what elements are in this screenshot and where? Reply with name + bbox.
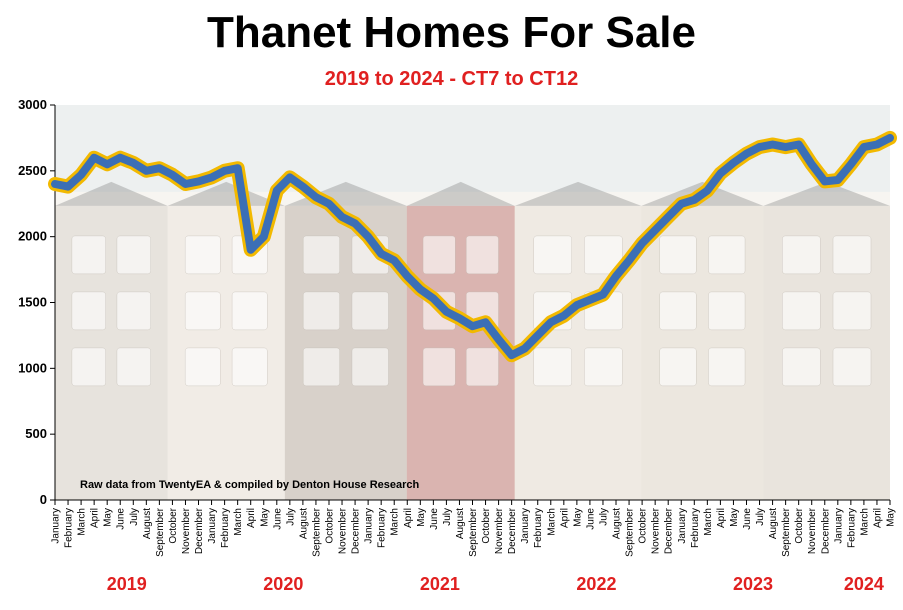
year-label: 2022 [576, 574, 616, 594]
x-tick-label: February [690, 508, 701, 548]
x-tick-label: September [781, 507, 792, 557]
footnote: Raw data from TwentyEA & compiled by Den… [80, 479, 420, 491]
x-tick-label: July [285, 508, 296, 526]
x-tick-label: June [272, 508, 283, 530]
x-tick-label: February [846, 508, 857, 548]
x-tick-label: July [598, 508, 609, 526]
x-tick-label: December [820, 507, 831, 554]
x-tick-label: April [559, 508, 570, 528]
x-tick-label: March [859, 508, 870, 536]
x-tick-label: October [794, 507, 805, 543]
x-tick-label: April [872, 508, 883, 528]
x-tick-label: November [181, 507, 192, 554]
x-tick-label: October [168, 507, 179, 543]
y-tick-label: 1500 [18, 295, 47, 310]
year-label: 2021 [420, 574, 460, 594]
x-tick-label: November [338, 507, 349, 554]
x-tick-label: March [233, 508, 244, 536]
y-tick-label: 2000 [18, 229, 47, 244]
x-tick-label: June [429, 508, 440, 530]
year-label: 2019 [107, 574, 147, 594]
x-tick-label: October [324, 507, 335, 543]
x-tick-label: May [886, 508, 897, 527]
x-tick-label: November [807, 507, 818, 554]
x-tick-label: July [129, 508, 140, 526]
x-tick-label: February [533, 508, 544, 548]
x-tick-label: February [220, 508, 231, 548]
y-tick-label: 2500 [18, 163, 47, 178]
x-tick-label: April [90, 508, 101, 528]
x-tick-label: August [455, 508, 466, 539]
x-tick-label: October [481, 507, 492, 543]
x-tick-label: February [64, 508, 75, 548]
y-ticks: 0 500 1000 1500 2000 2500 3000 [18, 97, 55, 507]
x-tick-label: September [311, 507, 322, 557]
x-tick-label: June [116, 508, 127, 530]
year-label: 2020 [263, 574, 303, 594]
x-tick-label: June [585, 508, 596, 530]
x-tick-label: August [612, 508, 623, 539]
x-tick-label: May [416, 508, 427, 527]
x-tick-label: September [625, 507, 636, 557]
x-tick-label: May [259, 508, 270, 527]
x-tick-label: March [390, 508, 401, 536]
y-tick-label: 1000 [18, 360, 47, 375]
x-tick-label: September [155, 507, 166, 557]
x-tick-label: May [729, 508, 740, 527]
x-tick-label: January [520, 508, 531, 544]
x-tick-label: November [494, 507, 505, 554]
x-tick-label: March [77, 508, 88, 536]
x-ticks: JanuaryFebruaryMarchAprilMayJuneJulyAugu… [51, 500, 897, 557]
x-tick-label: March [546, 508, 557, 536]
year-label: 2023 [733, 574, 773, 594]
x-tick-label: August [142, 508, 153, 539]
y-tick-label: 500 [25, 426, 47, 441]
x-tick-label: March [703, 508, 714, 536]
x-tick-label: July [442, 508, 453, 526]
x-tick-label: December [351, 507, 362, 554]
x-tick-label: May [572, 508, 583, 527]
x-tick-label: December [194, 507, 205, 554]
x-tick-label: January [51, 508, 62, 544]
x-tick-label: January [833, 508, 844, 544]
year-label: 2024 [844, 574, 884, 594]
x-tick-label: April [716, 508, 727, 528]
x-tick-label: May [103, 508, 114, 527]
x-tick-label: September [468, 507, 479, 557]
x-tick-label: November [651, 507, 662, 554]
year-labels: 2019 2020 2021 2022 2023 2024 [107, 574, 884, 594]
x-tick-label: January [364, 508, 375, 544]
y-tick-label: 3000 [18, 97, 47, 112]
x-tick-label: January [207, 508, 218, 544]
x-tick-label: July [755, 508, 766, 526]
chart-svg: 050010001500200025003000 JanuaryFebruary… [0, 0, 903, 610]
x-tick-label: June [742, 508, 753, 530]
x-tick-label: August [768, 508, 779, 539]
y-tick-label: 0 [40, 492, 47, 507]
x-tick-label: April [403, 508, 414, 528]
x-tick-label: February [377, 508, 388, 548]
x-tick-label: December [664, 507, 675, 554]
background-buildings [55, 105, 890, 500]
x-tick-label: August [298, 508, 309, 539]
x-tick-label: January [677, 508, 688, 544]
x-tick-label: December [507, 507, 518, 554]
x-tick-label: April [246, 508, 257, 528]
x-tick-label: October [638, 507, 649, 543]
